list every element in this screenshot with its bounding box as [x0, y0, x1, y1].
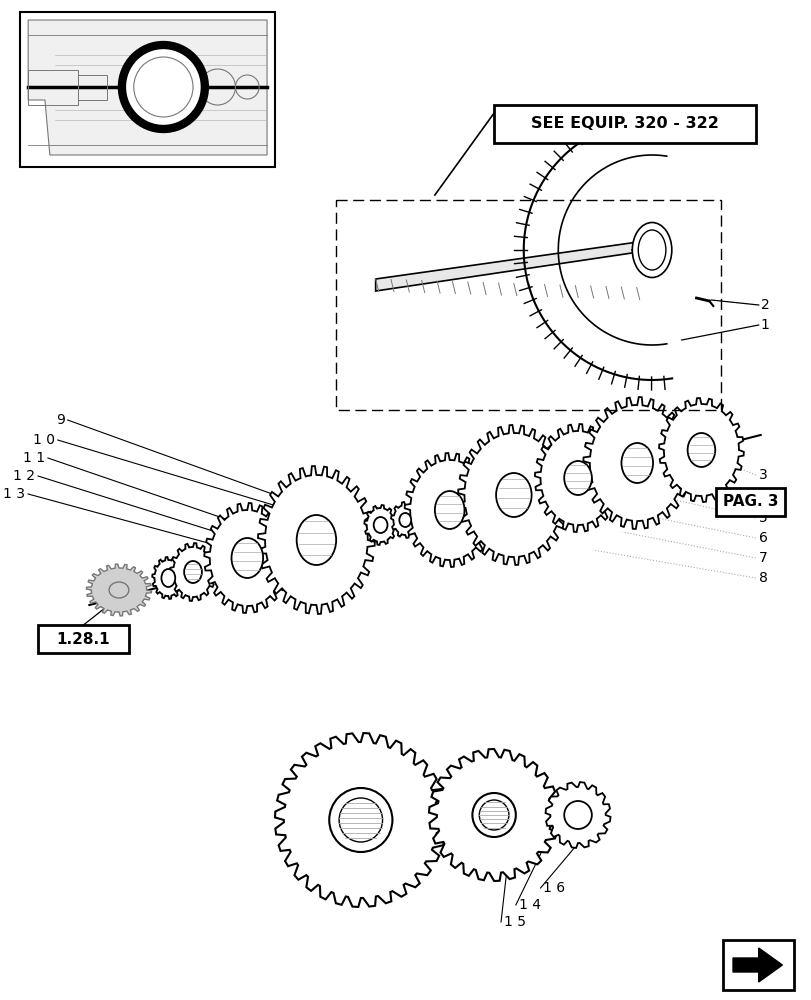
Text: 2: 2 — [760, 298, 769, 312]
Ellipse shape — [632, 223, 671, 277]
Circle shape — [122, 45, 204, 129]
Text: 7: 7 — [757, 551, 766, 565]
Polygon shape — [258, 466, 375, 614]
Polygon shape — [404, 453, 494, 567]
Polygon shape — [28, 20, 267, 155]
Polygon shape — [275, 733, 446, 907]
Polygon shape — [86, 564, 152, 616]
Polygon shape — [659, 398, 743, 502]
Text: 1.28.1: 1.28.1 — [57, 632, 110, 647]
Polygon shape — [170, 543, 216, 601]
Polygon shape — [732, 948, 782, 982]
Text: 4: 4 — [757, 491, 766, 505]
Ellipse shape — [687, 433, 714, 467]
Bar — [28, 70, 77, 105]
Ellipse shape — [184, 561, 202, 583]
Ellipse shape — [109, 582, 129, 598]
Ellipse shape — [373, 517, 387, 533]
Text: 1 6: 1 6 — [543, 881, 565, 895]
Bar — [494, 105, 755, 143]
Bar — [723, 940, 793, 990]
Text: SEE EQUIP. 320 - 322: SEE EQUIP. 320 - 322 — [530, 116, 718, 131]
Ellipse shape — [231, 538, 263, 578]
Text: 1 2: 1 2 — [13, 469, 35, 483]
Text: 5: 5 — [757, 511, 766, 525]
Text: 1: 1 — [760, 318, 769, 332]
Polygon shape — [457, 425, 569, 565]
Text: 8: 8 — [757, 571, 766, 585]
Text: 3: 3 — [757, 468, 766, 482]
Polygon shape — [545, 782, 610, 848]
Polygon shape — [152, 557, 184, 599]
Circle shape — [564, 801, 591, 829]
Polygon shape — [391, 502, 419, 538]
Text: 1 1: 1 1 — [23, 451, 45, 465]
Bar — [77, 75, 107, 100]
Polygon shape — [534, 424, 620, 532]
Text: 1 4: 1 4 — [518, 898, 540, 912]
Text: 9: 9 — [56, 413, 65, 427]
Bar — [715, 488, 784, 516]
Circle shape — [328, 788, 392, 852]
Bar — [20, 12, 275, 167]
Ellipse shape — [399, 513, 410, 527]
Ellipse shape — [435, 491, 464, 529]
Polygon shape — [428, 749, 559, 881]
Ellipse shape — [620, 443, 652, 483]
Text: 6: 6 — [757, 531, 766, 545]
Ellipse shape — [496, 473, 531, 517]
Text: 1 3: 1 3 — [3, 487, 25, 501]
Ellipse shape — [161, 569, 175, 587]
Polygon shape — [364, 505, 397, 545]
Ellipse shape — [564, 461, 591, 495]
Polygon shape — [375, 240, 651, 291]
Text: PAG. 3: PAG. 3 — [722, 494, 778, 510]
Circle shape — [472, 793, 515, 837]
Bar — [38, 625, 129, 653]
Bar — [336, 200, 720, 410]
Text: 1 5: 1 5 — [504, 915, 526, 929]
Polygon shape — [582, 397, 690, 529]
Polygon shape — [204, 503, 290, 613]
Text: 1 0: 1 0 — [32, 433, 54, 447]
Ellipse shape — [296, 515, 336, 565]
